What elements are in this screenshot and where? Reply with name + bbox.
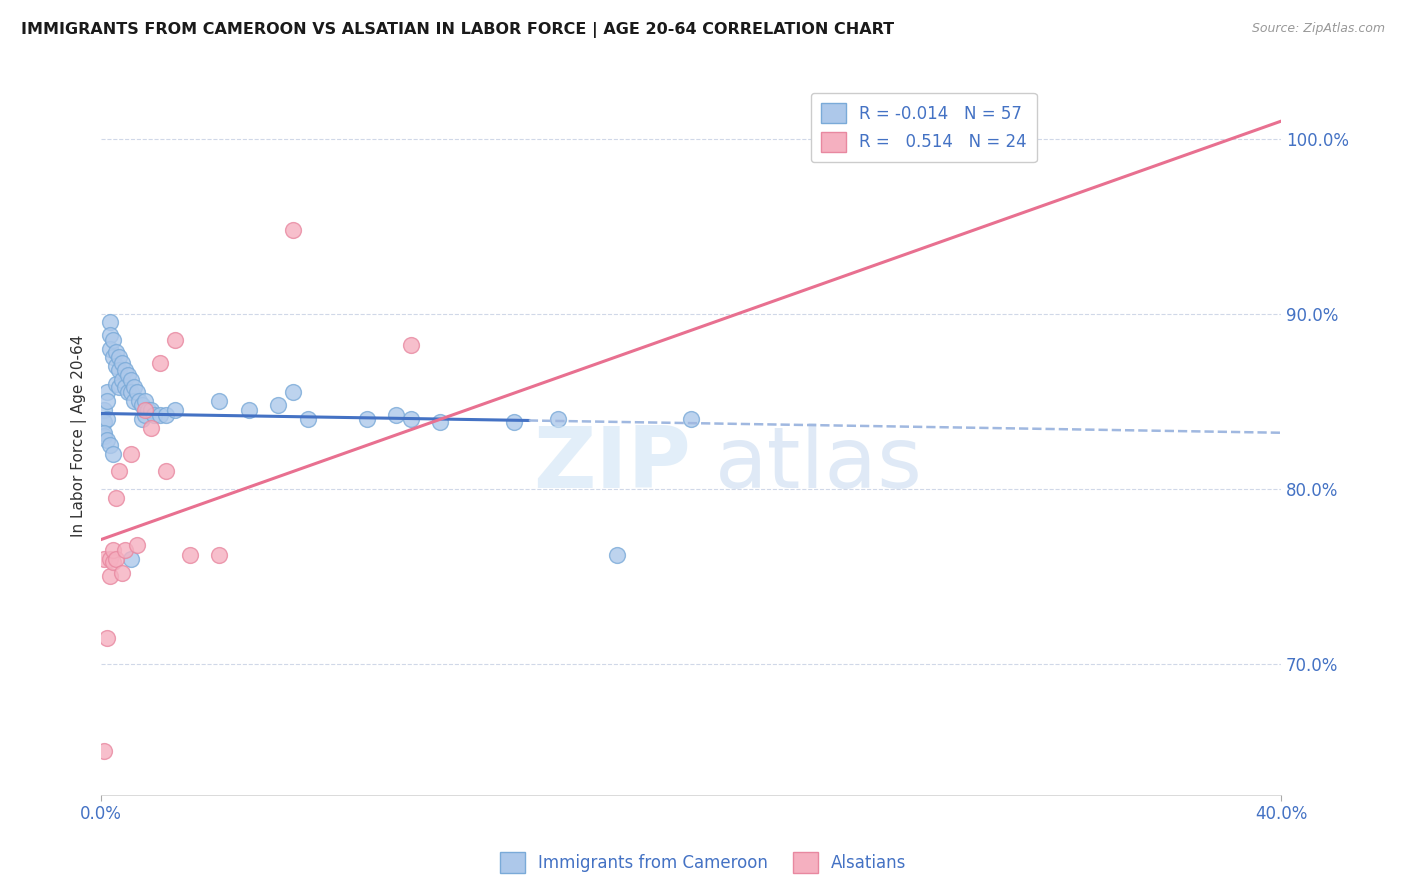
Point	[98, 569, 121, 583]
Point	[93, 744, 115, 758]
Point	[104, 376, 127, 391]
Point	[98, 551, 121, 566]
Point	[96, 631, 118, 645]
Point	[114, 543, 136, 558]
Point	[267, 398, 290, 412]
Point	[606, 549, 628, 563]
Text: ZIP: ZIP	[533, 424, 690, 507]
Y-axis label: In Labor Force | Age 20-64: In Labor Force | Age 20-64	[72, 335, 87, 538]
Point	[93, 403, 115, 417]
Point	[131, 398, 153, 412]
Point	[128, 394, 150, 409]
Point	[122, 380, 145, 394]
Point	[125, 385, 148, 400]
Point	[125, 538, 148, 552]
Point	[149, 356, 172, 370]
Point	[108, 363, 131, 377]
Point	[134, 394, 156, 409]
Point	[108, 380, 131, 394]
Point	[98, 342, 121, 356]
Point	[114, 363, 136, 377]
Point	[679, 411, 702, 425]
Point	[104, 551, 127, 566]
Point	[98, 438, 121, 452]
Point	[111, 566, 134, 580]
Point	[179, 549, 201, 563]
Point	[114, 380, 136, 394]
Point	[915, 135, 938, 149]
Point	[120, 447, 142, 461]
Point	[155, 464, 177, 478]
Point	[111, 356, 134, 370]
Point	[93, 415, 115, 429]
Point	[134, 403, 156, 417]
Point	[96, 385, 118, 400]
Point	[155, 409, 177, 423]
Point	[503, 415, 526, 429]
Point	[120, 385, 142, 400]
Legend: Immigrants from Cameroon, Alsatians: Immigrants from Cameroon, Alsatians	[494, 846, 912, 880]
Point	[136, 403, 159, 417]
Point	[297, 411, 319, 425]
Point	[101, 555, 124, 569]
Point	[117, 385, 139, 400]
Point	[238, 403, 260, 417]
Text: IMMIGRANTS FROM CAMEROON VS ALSATIAN IN LABOR FORCE | AGE 20-64 CORRELATION CHAR: IMMIGRANTS FROM CAMEROON VS ALSATIAN IN …	[21, 22, 894, 38]
Point	[111, 373, 134, 387]
Text: atlas: atlas	[714, 424, 922, 507]
Point	[141, 420, 163, 434]
Point	[208, 549, 231, 563]
Point	[120, 373, 142, 387]
Point	[104, 491, 127, 505]
Point	[356, 411, 378, 425]
Point	[101, 543, 124, 558]
Point	[141, 403, 163, 417]
Point	[281, 223, 304, 237]
Point	[93, 551, 115, 566]
Point	[399, 338, 422, 352]
Point	[429, 415, 451, 429]
Point	[108, 464, 131, 478]
Point	[108, 351, 131, 365]
Point	[163, 333, 186, 347]
Point	[385, 409, 408, 423]
Point	[96, 433, 118, 447]
Point	[101, 333, 124, 347]
Point	[281, 385, 304, 400]
Point	[399, 411, 422, 425]
Point	[93, 429, 115, 443]
Point	[96, 394, 118, 409]
Point	[101, 351, 124, 365]
Point	[101, 447, 124, 461]
Point	[104, 345, 127, 359]
Point	[131, 411, 153, 425]
Point	[143, 409, 166, 423]
Legend: R = -0.014   N = 57, R =   0.514   N = 24: R = -0.014 N = 57, R = 0.514 N = 24	[811, 93, 1036, 162]
Point	[547, 411, 569, 425]
Point	[96, 411, 118, 425]
Point	[98, 316, 121, 330]
Point	[122, 394, 145, 409]
Point	[117, 368, 139, 382]
Point	[98, 327, 121, 342]
Point	[104, 359, 127, 374]
Point	[93, 425, 115, 440]
Point	[208, 394, 231, 409]
Point	[134, 409, 156, 423]
Point	[120, 551, 142, 566]
Text: Source: ZipAtlas.com: Source: ZipAtlas.com	[1251, 22, 1385, 36]
Point	[163, 403, 186, 417]
Point	[149, 409, 172, 423]
